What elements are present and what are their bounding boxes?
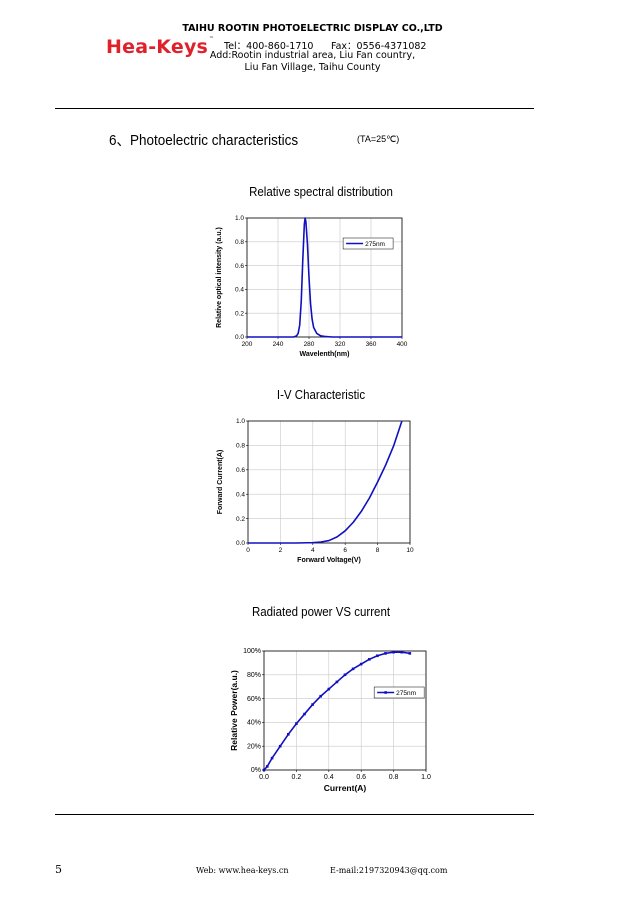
x-tick-label: 0.8 bbox=[389, 774, 399, 781]
series-point bbox=[262, 768, 266, 772]
page-number: 5 bbox=[55, 863, 62, 876]
legend-box bbox=[342, 237, 394, 250]
radiated-power-chart: 0.0 0.2 0.4 0.6 0.8 1.0 0% 20% 40% 60% 80% 100% Curr… bbox=[229, 648, 431, 793]
y-tick-label: 0.6 bbox=[235, 263, 244, 270]
y-tick-label: 0.6 bbox=[236, 467, 245, 474]
y-tick-label: 80% bbox=[247, 672, 261, 679]
series-point bbox=[287, 733, 290, 736]
y-tick-label: 0.0 bbox=[236, 540, 245, 547]
y-tick-label: 60% bbox=[247, 696, 261, 703]
x-tick-label: 360 bbox=[366, 341, 377, 348]
x-tick-label: 10 bbox=[406, 547, 414, 554]
footer-email: E-mail:2197320943@qq.com bbox=[330, 866, 448, 875]
series-line bbox=[263, 651, 410, 771]
y-tick-label: 0.2 bbox=[235, 310, 244, 317]
series-point bbox=[384, 652, 387, 655]
series-point bbox=[359, 662, 363, 666]
series-line bbox=[248, 420, 403, 544]
spectral-distribution-chart: 200 240 280 320 360 400 0.0 0.2 0.4 0.6 0.8 1.0 Wave… bbox=[216, 215, 408, 358]
company-name: TAIHU ROOTIN PHOTOELECTRIC DISPLAY CO.,L… bbox=[182, 23, 443, 34]
series-point bbox=[303, 712, 306, 716]
y-axis-label: Relative Power(a.u.) bbox=[229, 670, 239, 751]
logo-trademark: ™ bbox=[209, 36, 215, 42]
y-axis-label: Forward Current(A) bbox=[217, 450, 224, 515]
legend-label: 275nm bbox=[365, 241, 385, 248]
chart-title-iv: I-V Characteristic bbox=[276, 388, 366, 402]
x-tick-label: 8 bbox=[376, 547, 380, 554]
y-tick-label: 0.8 bbox=[236, 443, 245, 450]
company-address-line1: Add:Rootin industrial area, Liu Fan coun… bbox=[209, 50, 416, 61]
section-title: 6、Photoelectric characteristics bbox=[109, 132, 299, 149]
company-address-line2: Liu Fan Village, Taihu County bbox=[244, 62, 381, 73]
company-logo: Hea-Keys™ bbox=[106, 36, 214, 58]
plot-frame bbox=[246, 217, 403, 338]
iv-characteristic-chart: 0 2 4 6 8 10 0.0 0.2 0.4 0.6 0.8 1.0 Forward Voltage… bbox=[217, 418, 414, 564]
x-tick-label: 6 bbox=[343, 547, 347, 554]
x-tick-label: 0.0 bbox=[259, 774, 269, 781]
x-tick-label: 1.0 bbox=[421, 774, 431, 781]
series-point bbox=[400, 650, 403, 654]
series-point bbox=[343, 673, 347, 677]
x-tick-label: 320 bbox=[335, 341, 346, 348]
x-axis-label: Wavelenth(nm) bbox=[300, 351, 350, 358]
x-tick-label: 4 bbox=[311, 547, 315, 554]
series-point bbox=[408, 652, 412, 655]
series-point bbox=[295, 722, 298, 725]
y-tick-label: 0.0 bbox=[235, 334, 244, 341]
chart-title-power: Radiated power VS current bbox=[251, 605, 391, 619]
legend-marker bbox=[384, 691, 387, 694]
series-point bbox=[335, 680, 339, 684]
x-tick-label: 0.6 bbox=[356, 774, 366, 781]
footer-divider bbox=[55, 814, 534, 815]
x-tick-label: 400 bbox=[397, 341, 408, 348]
series-line bbox=[247, 217, 402, 338]
y-tick-label: 1.0 bbox=[236, 418, 245, 425]
chart-title-spectral: Relative spectral distribution bbox=[249, 185, 393, 199]
series-point bbox=[278, 744, 282, 748]
test-condition: (TA=25℃) bbox=[357, 134, 400, 144]
series-point bbox=[270, 756, 274, 760]
x-tick-label: 200 bbox=[242, 341, 253, 348]
y-tick-label: 1.0 bbox=[235, 215, 244, 222]
series-point bbox=[327, 687, 331, 691]
series-point bbox=[265, 765, 269, 768]
legend-box bbox=[373, 686, 425, 699]
plot-frame bbox=[247, 420, 411, 544]
x-tick-label: 280 bbox=[304, 341, 315, 348]
x-axis-label: Current(A) bbox=[324, 783, 367, 793]
series-point bbox=[392, 650, 395, 654]
y-tick-label: 0.4 bbox=[235, 287, 244, 294]
logo-text: Hea-Keys bbox=[106, 36, 209, 58]
y-tick-label: 0.2 bbox=[236, 516, 245, 523]
y-tick-label: 40% bbox=[247, 720, 261, 727]
x-tick-label: 240 bbox=[273, 341, 284, 348]
y-axis-label: Relative optical intensity (a.u.) bbox=[216, 227, 223, 328]
x-tick-label: 0.2 bbox=[292, 774, 302, 781]
company-fax: Fax：0556-4371082 bbox=[331, 41, 427, 52]
x-tick-label: 2 bbox=[279, 547, 283, 554]
series-point bbox=[351, 667, 355, 671]
x-tick-label: 0.4 bbox=[324, 774, 334, 781]
series-point bbox=[311, 703, 314, 706]
y-tick-label: 0% bbox=[251, 767, 261, 774]
series-point bbox=[376, 654, 379, 658]
y-tick-label: 0.4 bbox=[236, 491, 245, 498]
y-tick-label: 20% bbox=[247, 743, 261, 750]
plot-frame bbox=[263, 650, 427, 771]
x-axis-label: Forward Voltage(V) bbox=[297, 557, 361, 564]
company-tel: Tel：400-860-1710 bbox=[224, 41, 314, 52]
legend-label: 275nm bbox=[396, 690, 416, 697]
header-divider bbox=[55, 108, 534, 109]
x-tick-label: 0 bbox=[246, 547, 250, 554]
footer-web: Web: www.hea-keys.cn bbox=[196, 866, 289, 875]
y-tick-label: 100% bbox=[243, 648, 261, 655]
series-point bbox=[368, 658, 371, 661]
series-point bbox=[319, 694, 322, 698]
y-tick-label: 0.8 bbox=[235, 239, 244, 246]
